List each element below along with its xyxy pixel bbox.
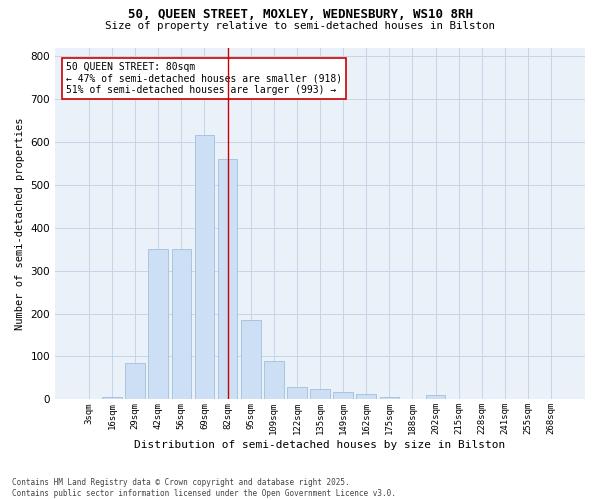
Text: 50 QUEEN STREET: 80sqm
← 47% of semi-detached houses are smaller (918)
51% of se: 50 QUEEN STREET: 80sqm ← 47% of semi-det… — [65, 62, 342, 95]
Bar — [172, 249, 191, 400]
Bar — [380, 398, 399, 400]
Bar — [264, 361, 284, 400]
Bar — [125, 363, 145, 400]
Bar — [194, 136, 214, 400]
Text: Contains HM Land Registry data © Crown copyright and database right 2025.
Contai: Contains HM Land Registry data © Crown c… — [12, 478, 396, 498]
Y-axis label: Number of semi-detached properties: Number of semi-detached properties — [15, 117, 25, 330]
Bar — [148, 249, 168, 400]
Bar — [334, 392, 353, 400]
Bar — [241, 320, 260, 400]
X-axis label: Distribution of semi-detached houses by size in Bilston: Distribution of semi-detached houses by … — [134, 440, 506, 450]
Text: 50, QUEEN STREET, MOXLEY, WEDNESBURY, WS10 8RH: 50, QUEEN STREET, MOXLEY, WEDNESBURY, WS… — [128, 8, 473, 20]
Bar — [310, 388, 330, 400]
Bar — [287, 386, 307, 400]
Bar — [356, 394, 376, 400]
Bar — [102, 398, 122, 400]
Text: Size of property relative to semi-detached houses in Bilston: Size of property relative to semi-detach… — [105, 21, 495, 31]
Bar — [218, 159, 238, 400]
Bar — [79, 398, 99, 400]
Bar — [426, 395, 445, 400]
Bar — [541, 398, 561, 400]
